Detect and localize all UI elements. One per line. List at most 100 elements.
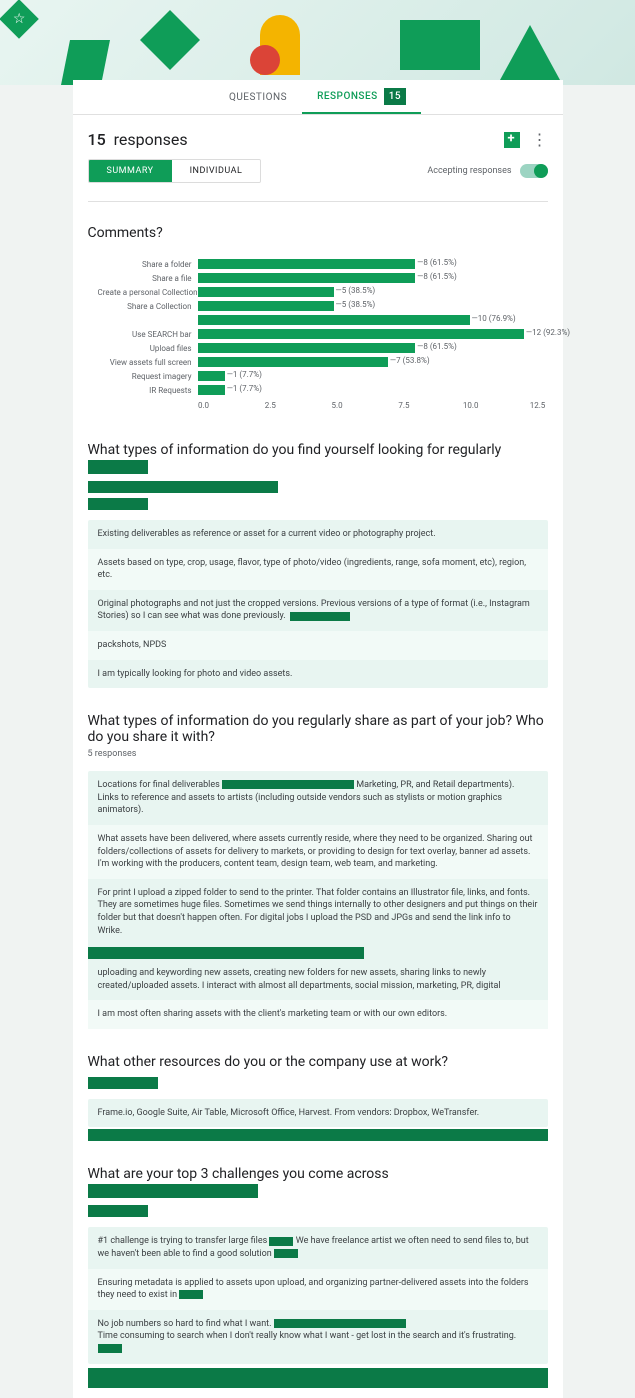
chart-row: Request imagery —1 (7.7%)	[98, 369, 538, 383]
response-item: I am most often sharing assets with the …	[88, 1000, 548, 1029]
chart-label: Request imagery	[98, 372, 198, 381]
response-count: 15	[88, 130, 106, 149]
chart-value: —1 (7.7%)	[227, 384, 262, 393]
redacted	[88, 1205, 148, 1217]
tab-responses[interactable]: RESPONSES 15	[302, 80, 421, 114]
question-section-3: What other resources do you or the compa…	[73, 1039, 563, 1152]
chart-value: —1 (7.7%)	[227, 370, 262, 379]
more-icon[interactable]: ⋮	[532, 132, 548, 148]
response-item: What assets have been delivered, where a…	[88, 825, 548, 879]
chart-bar-area: —8 (61.5%)	[198, 273, 538, 283]
summary-button[interactable]: SUMMARY	[89, 160, 172, 182]
chart-title: Comments?	[88, 225, 548, 241]
chart-bar	[198, 385, 225, 395]
decoration	[500, 25, 560, 80]
chart-value: —12 (92.3%)	[526, 328, 570, 337]
chart-bar-area: —8 (61.5%)	[198, 259, 538, 269]
response-list: Existing deliverables as reference or as…	[88, 520, 548, 688]
chart-bar	[198, 301, 334, 311]
chart-value: —5 (38.5%)	[336, 300, 376, 309]
chart-bar-area: —7 (53.8%)	[198, 357, 538, 367]
redacted-block	[88, 947, 364, 959]
accepting-switch[interactable]	[520, 164, 548, 178]
chart-bar	[198, 273, 416, 283]
question-section-1: What types of information do you find yo…	[73, 427, 563, 698]
response-list: #1 challenge is trying to transfer large…	[88, 1227, 548, 1363]
redacted-block	[88, 1129, 548, 1141]
bar-chart: Share a folder—8 (61.5%)Share a file—8 (…	[88, 253, 548, 417]
redacted	[88, 498, 148, 510]
chart-bar	[198, 329, 524, 339]
main-card: QUESTIONS RESPONSES 15 15 responses ⋮ SU…	[73, 80, 563, 1398]
chart-value: —8 (61.5%)	[417, 258, 457, 267]
axis-tick: 0.0	[198, 401, 209, 410]
chart-label: Create a personal Collection	[98, 288, 198, 297]
view-toggle-row: SUMMARY INDIVIDUAL Accepting responses	[73, 159, 563, 193]
chart-label: Share a Collection	[98, 302, 198, 311]
axis-tick: 7.5	[398, 401, 409, 410]
chart-bar-area: —12 (92.3%)	[198, 329, 538, 339]
redacted	[222, 780, 354, 789]
divider	[88, 201, 548, 202]
response-item: #1 challenge is trying to transfer large…	[88, 1227, 548, 1268]
chart-bar-area: —1 (7.7%)	[198, 385, 538, 395]
redacted	[274, 1249, 298, 1258]
chart-label: Upload files	[98, 344, 198, 353]
chart-axis: 0.02.55.07.510.012.5	[204, 401, 538, 415]
chart-row: Upload files —8 (61.5%)	[98, 341, 538, 355]
redacted-block	[88, 1368, 548, 1388]
response-item: Assets based on type, crop, usage, flavo…	[88, 549, 548, 590]
redacted	[88, 1184, 258, 1198]
question-title: What are your top 3 challenges you come …	[88, 1166, 548, 1198]
response-item: Ensuring metadata is applied to assets u…	[88, 1269, 548, 1310]
response-item: I am typically looking for photo and vid…	[88, 660, 548, 689]
sheets-icon[interactable]	[504, 132, 520, 148]
response-label: responses	[114, 130, 188, 149]
tab-questions[interactable]: QUESTIONS	[214, 80, 302, 114]
response-item: For print I upload a zipped folder to se…	[88, 879, 548, 945]
decoration	[250, 45, 280, 75]
chart-bar	[198, 343, 416, 353]
question-title: What other resources do you or the compa…	[88, 1054, 548, 1070]
star-icon: ☆	[13, 11, 26, 27]
question-title: What types of information do you find yo…	[88, 442, 548, 474]
decoration	[400, 20, 480, 70]
response-item: uploading and keywording new assets, cre…	[88, 959, 548, 1000]
response-list: Locations for final deliverables Marketi…	[88, 771, 548, 1029]
chart-value: —7 (53.8%)	[390, 356, 430, 365]
redacted	[290, 612, 350, 621]
chart-bar-area: —8 (61.5%)	[198, 343, 538, 353]
chart-section: Comments? Share a folder—8 (61.5%)Share …	[73, 210, 563, 427]
question-title: What types of information do you regular…	[88, 713, 548, 745]
response-list: Frame.io, Google Suite, Air Table, Micro…	[88, 1099, 548, 1128]
chart-label: IR Requests	[98, 386, 198, 395]
redacted	[269, 1237, 293, 1246]
accepting-toggle: Accepting responses	[427, 164, 547, 178]
chart-row: —10 (76.9%)	[98, 313, 538, 327]
chart-row: Share a Collection —5 (38.5%)	[98, 299, 538, 313]
chart-bar-area: —1 (7.7%)	[198, 371, 538, 381]
tabs: QUESTIONS RESPONSES 15	[73, 80, 563, 115]
chart-bar	[198, 315, 470, 325]
individual-button[interactable]: INDIVIDUAL	[172, 160, 261, 182]
response-item: Frame.io, Google Suite, Air Table, Micro…	[88, 1099, 548, 1128]
chart-row: Create a personal Collection—5 (38.5%)	[98, 285, 538, 299]
chart-label: Use SEARCH bar	[98, 330, 198, 339]
axis-tick: 10.0	[463, 401, 479, 410]
accepting-label: Accepting responses	[427, 166, 511, 176]
page-title: 15 responses	[88, 130, 188, 149]
chart-bar	[198, 287, 334, 297]
response-item: Locations for final deliverables Marketi…	[88, 771, 548, 825]
chart-value: —8 (61.5%)	[417, 342, 457, 351]
axis-tick: 5.0	[332, 401, 343, 410]
responses-count-badge: 15	[384, 88, 406, 105]
header-banner: ☆	[0, 0, 635, 85]
response-item: No job numbers so hard to find what I wa…	[88, 1310, 548, 1364]
chart-label: Share a folder	[98, 260, 198, 269]
response-count-sub: 5 responses	[88, 749, 548, 759]
axis-tick: 2.5	[265, 401, 276, 410]
chart-bar-area: —10 (76.9%)	[198, 315, 538, 325]
redacted	[274, 1319, 406, 1328]
response-item: Existing deliverables as reference or as…	[88, 520, 548, 549]
question-section-4: What are your top 3 challenges you come …	[73, 1151, 563, 1397]
